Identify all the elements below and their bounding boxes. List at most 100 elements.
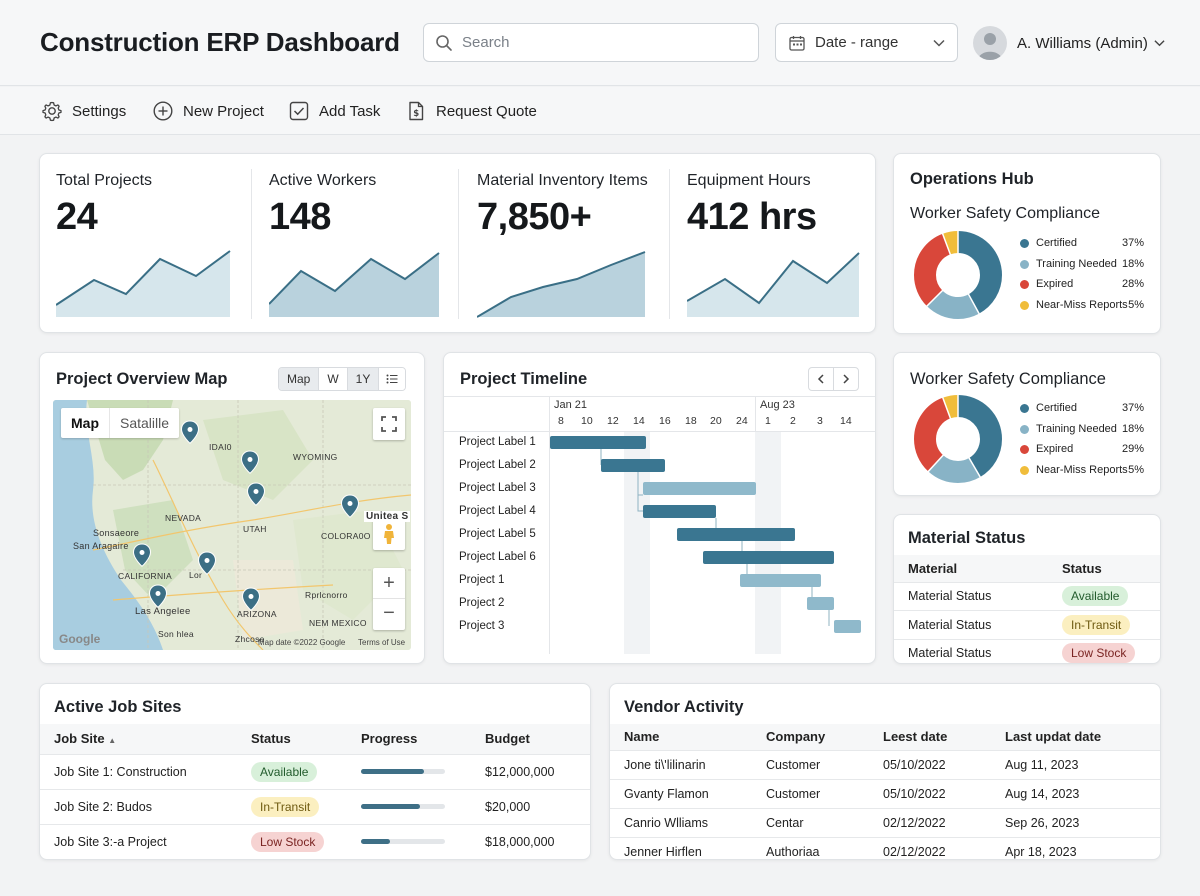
map-terrain	[53, 400, 411, 650]
add-task-button[interactable]: Add Task	[288, 100, 380, 122]
map-type-toggle: Map Satalille	[61, 408, 180, 438]
donut-separator	[941, 396, 952, 420]
column-header-label: Job Site	[54, 731, 105, 747]
timeline-row-label: Project Label 4	[459, 505, 536, 517]
column-header: Company	[766, 724, 883, 750]
street-view-button[interactable]	[373, 518, 405, 550]
map-type-satellite[interactable]: Satalille	[120, 415, 170, 431]
fullscreen-icon	[381, 416, 397, 432]
legend-label: Certified	[1036, 402, 1077, 414]
vendor-updated: Sep 26, 2023	[1005, 807, 1160, 837]
range-tab-map[interactable]: Map	[279, 368, 319, 390]
vendor-company: Customer	[766, 778, 883, 808]
top-header: Construction ERP Dashboard Date - range …	[0, 0, 1200, 86]
timeline-bar[interactable]	[643, 505, 716, 518]
stat-value: 7,850+	[477, 196, 592, 238]
map-pin-icon	[180, 420, 200, 444]
page-title: Construction ERP Dashboard	[40, 27, 400, 57]
donut-separator	[927, 453, 945, 473]
range-tab-week[interactable]: W	[318, 368, 347, 390]
legend-value: 28%	[1121, 278, 1144, 290]
map-attribution: Map date ©2022 Google	[258, 638, 346, 647]
vendor-table: Name Company Leest date Last updat date …	[610, 724, 1160, 859]
job-sites-table: Job Site ▲ Status Progress Budget Job Si…	[40, 724, 590, 859]
legend-dot	[1020, 444, 1029, 454]
chevron-right-icon	[843, 374, 850, 384]
legend-value: 37%	[1121, 402, 1144, 414]
legend-dot	[1020, 424, 1029, 434]
timeline-row-label: Project 3	[459, 620, 505, 632]
timeline-bar[interactable]	[601, 459, 665, 472]
donut-slice-training-needed	[914, 231, 1002, 319]
zoom-out-button[interactable]: −	[383, 602, 395, 624]
map-type-map[interactable]: Map	[61, 408, 110, 438]
table-row[interactable]: Jone ti\'lilinarin Customer 05/10/2022 A…	[610, 749, 1160, 779]
zoom-in-button[interactable]: +	[373, 568, 405, 599]
project-timeline-card: Project Timeline Jan 21 Aug 23 8 10 12 1…	[443, 352, 876, 664]
list-view-button[interactable]	[378, 368, 406, 390]
material-name: Material Status	[894, 638, 1062, 663]
vendor-updated: Apr 18, 2023	[1005, 836, 1160, 859]
table-row[interactable]: Job Site 2: Budos In-Transit $20,000	[40, 788, 590, 824]
zoom-control: + −	[373, 568, 405, 630]
donut-slice-expired	[914, 395, 1002, 483]
stat-value: 24	[56, 196, 98, 238]
search-icon	[436, 34, 452, 51]
range-tab-year[interactable]: 1Y	[346, 368, 379, 390]
search-input[interactable]	[462, 34, 742, 51]
month-label: Jan 21	[554, 399, 588, 411]
settings-button[interactable]: Settings	[41, 100, 126, 122]
legend-label: Certified	[1036, 237, 1077, 249]
column-header: Last updat date	[1005, 724, 1160, 750]
sparkline-chart	[687, 252, 860, 317]
timeline-bar[interactable]	[807, 597, 834, 610]
legend-label: Training Needed	[1036, 258, 1117, 270]
map-label: WYOMING	[293, 452, 338, 462]
table-row[interactable]: Material Status Available	[894, 581, 1160, 610]
legend-value: 37%	[1121, 237, 1144, 249]
map-terms-link[interactable]: Terms of Use	[358, 638, 406, 647]
new-project-button[interactable]: New Project	[152, 100, 264, 122]
map-view[interactable]: Map Satalille + − IDAI0 WYOMING NEVADA U…	[53, 400, 411, 650]
timeline-bar[interactable]	[550, 436, 646, 449]
table-row[interactable]: Gvanty Flamon Customer 05/10/2022 Aug 14…	[610, 778, 1160, 808]
timeline-bar[interactable]	[677, 528, 795, 541]
timeline-bar[interactable]	[740, 574, 821, 587]
table-row[interactable]: Job Site 1: Construction Available $12,0…	[40, 753, 590, 789]
progress-bar	[361, 769, 445, 774]
table-row[interactable]: Canrio Wlliams Centar 02/12/2022 Sep 26,…	[610, 807, 1160, 837]
timeline-bar[interactable]	[643, 482, 756, 495]
material-name: Material Status	[894, 609, 1062, 639]
column-header: Budget	[485, 724, 590, 754]
tick-label: 20	[710, 415, 722, 427]
chevron-left-icon	[817, 374, 824, 384]
user-name: A. Williams (Admin)	[1017, 34, 1148, 52]
range-toggle: Map W 1Y	[278, 367, 407, 391]
column-header-job-site[interactable]: Job Site ▲	[40, 724, 251, 754]
search-box[interactable]	[423, 23, 759, 62]
timeline-bar[interactable]	[834, 620, 861, 633]
budget-value: $18,000,000	[485, 823, 590, 859]
checkbox-icon	[289, 101, 309, 121]
fullscreen-button[interactable]	[373, 408, 405, 440]
card-title: Project Overview Map	[56, 370, 228, 388]
tick-label: 2	[790, 415, 796, 427]
table-row[interactable]: Material Status In-Transit	[894, 609, 1160, 639]
next-button[interactable]	[833, 367, 859, 391]
timeline-bar[interactable]	[703, 551, 834, 564]
map-pin-icon	[132, 543, 152, 567]
user-menu[interactable]: A. Williams (Admin)	[973, 23, 1165, 63]
donut-separator	[967, 456, 982, 479]
request-quote-button[interactable]: $ Request Quote	[405, 100, 537, 122]
card-title: Active Job Sites	[54, 698, 182, 716]
donut-separator	[925, 289, 944, 308]
status-badge: Available	[1062, 586, 1129, 606]
map-pin-icon	[240, 450, 260, 474]
table-row[interactable]: Jenner Hirflen Authoriaa 02/12/2022 Apr …	[610, 836, 1160, 859]
table-row[interactable]: Job Site 3:-a Project Low Stock $18,000,…	[40, 823, 590, 859]
avatar	[973, 26, 1007, 60]
status-badge: Low Stock	[251, 831, 325, 852]
table-row[interactable]: Material Status Low Stock	[894, 638, 1160, 663]
date-range-select[interactable]: Date - range	[775, 23, 958, 62]
timeline-row-label: Project Label 6	[459, 551, 536, 563]
